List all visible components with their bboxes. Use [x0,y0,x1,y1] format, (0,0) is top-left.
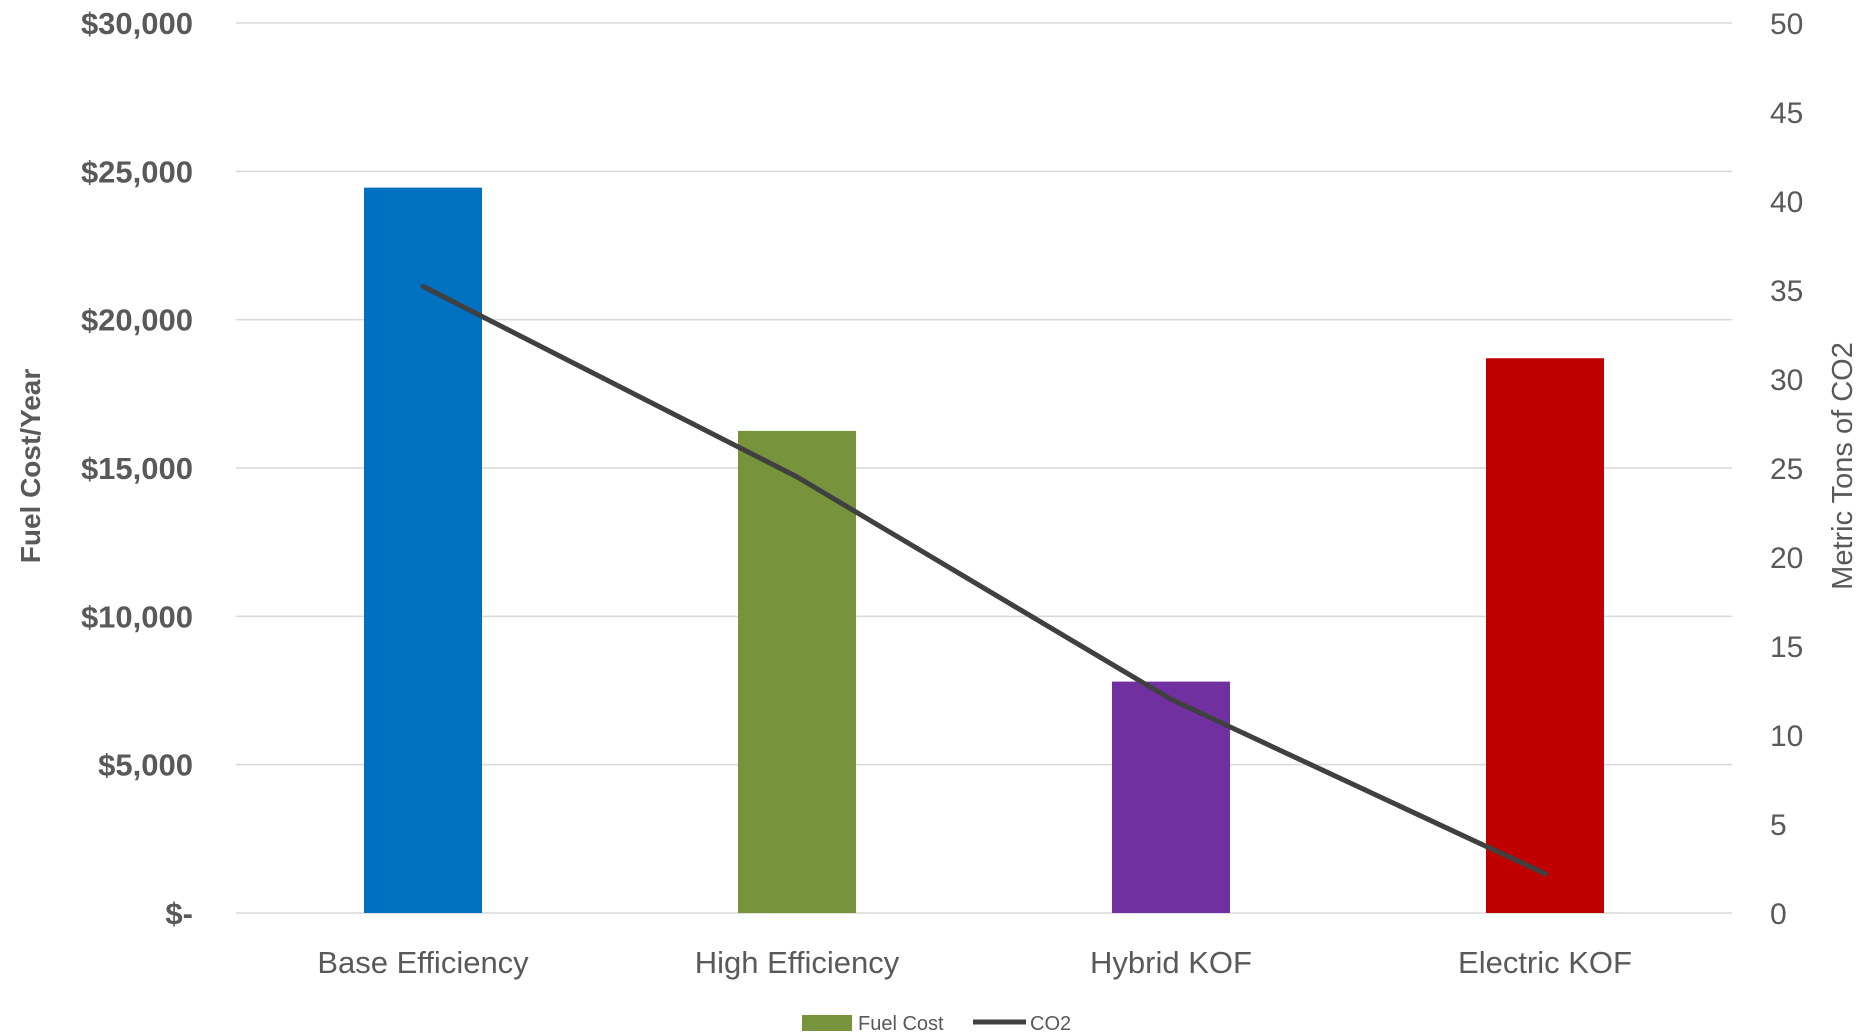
right-tick-label: 15 [1770,631,1803,664]
left-axis-title: Fuel Cost/Year [15,369,46,564]
left-tick-label: $- [165,896,193,931]
fuel-cost-bar [738,430,856,913]
right-tick-label: 35 [1770,275,1803,308]
co2-line-layer [420,283,1548,877]
category-label: High Efficiency [695,945,900,980]
right-tick-label: 30 [1770,364,1803,397]
legend-swatch-fuel-cost [802,1015,852,1031]
legend-label-co2: CO2 [1030,1013,1071,1031]
fuel-cost-bar [364,187,482,913]
fuel-cost-bars [364,187,1604,913]
right-tick-label: 50 [1770,8,1803,41]
right-tick-label: 0 [1770,898,1787,931]
category-label: Hybrid KOF [1090,945,1252,980]
left-tick-label: $30,000 [81,6,193,41]
co2-line [420,283,1548,877]
right-tick-label: 45 [1770,97,1803,130]
right-tick-label: 40 [1770,186,1803,219]
left-tick-label: $20,000 [81,303,193,338]
category-label: Electric KOF [1458,945,1632,980]
right-tick-label: 25 [1770,453,1803,486]
left-tick-label: $25,000 [81,154,193,189]
right-tick-label: 10 [1770,720,1803,753]
left-axis-ticks: $- $5,000 $10,000 $15,000 $20,000 $25,000 $30,… [81,6,193,931]
legend-label-fuel-cost: Fuel Cost [858,1013,944,1031]
right-axis-title: Metric Tons of CO2 [1827,342,1858,590]
left-tick-label: $5,000 [98,748,193,783]
left-tick-label: $15,000 [81,451,193,486]
category-axis-ticks: Base Efficiency High Efficiency Hybrid KOF… [317,945,1632,980]
right-axis-ticks: 0 5 10 15 20 25 30 35 40 45 50 [1770,8,1803,931]
right-tick-label: 20 [1770,542,1803,575]
right-tick-label: 5 [1770,809,1787,842]
legend: Fuel Cost CO2 [802,1013,1071,1035]
category-label: Base Efficiency [317,945,529,980]
fuel-cost-bar [1486,358,1604,913]
left-tick-label: $10,000 [81,599,193,634]
